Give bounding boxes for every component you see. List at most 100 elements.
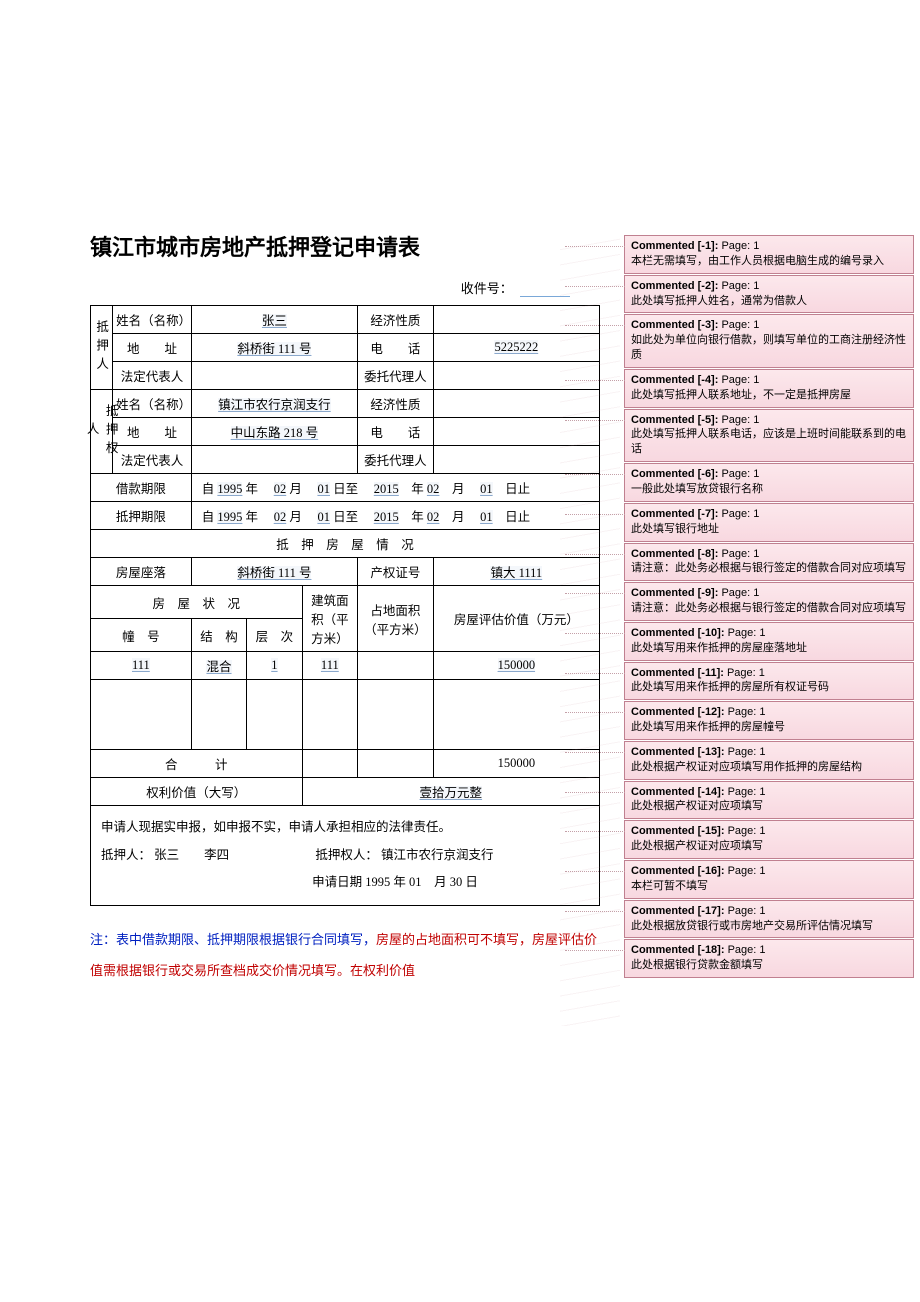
comment-page: Page: 1 <box>721 508 759 520</box>
t: 自 <box>202 482 215 496</box>
comment-text: 本栏可暂不填写 <box>631 880 708 892</box>
mp-y1[interactable]: 1995 <box>217 510 242 524</box>
comment-id: Commented [-3]: <box>631 319 718 331</box>
mp-m2[interactable]: 02 <box>427 510 440 524</box>
lbl-tel: 电 话 <box>358 334 434 362</box>
house-loc[interactable]: 斜桥街 111 号 <box>237 566 311 580</box>
comment-text: 此处根据银行贷款金额填写 <box>631 959 763 971</box>
comment-balloon[interactable]: Commented [-17]: Page: 1此处根据放贷银行或市房地产交易所… <box>624 900 914 939</box>
lbl-addr: 地 址 <box>113 334 192 362</box>
statement-cell: 申请人现据实申报，如申报不实，申请人承担相应的法律责任。 抵押人： 张三 李四 … <box>91 806 600 906</box>
t: 月 <box>452 510 465 524</box>
comment-page: Page: 1 <box>728 865 766 877</box>
t: 月 <box>434 875 447 889</box>
house-eval[interactable]: 150000 <box>498 658 536 672</box>
house-floors[interactable]: 1 <box>271 658 277 672</box>
mp-d2[interactable]: 01 <box>480 510 493 524</box>
comment-balloon[interactable]: Commented [-18]: Page: 1此处根据银行贷款金额填写 <box>624 939 914 978</box>
comment-balloon[interactable]: Commented [-8]: Page: 1请注意：此处务必根据与银行签定的借… <box>624 543 914 582</box>
comment-page: Page: 1 <box>721 374 759 386</box>
comment-id: Commented [-6]: <box>631 468 718 480</box>
mortgagee-addr[interactable]: 中山东路 218 号 <box>231 426 319 440</box>
comment-page: Page: 1 <box>727 667 765 679</box>
comment-id: Commented [-2]: <box>631 280 718 292</box>
comment-balloon[interactable]: Commented [-9]: Page: 1请注意：此处务必根据与银行签定的借… <box>624 582 914 621</box>
comment-balloon[interactable]: Commented [-2]: Page: 1此处填写抵押人姓名，通常为借款人 <box>624 275 914 314</box>
comment-text: 此处根据产权证对应项填写 <box>631 800 763 812</box>
receipt-blank[interactable] <box>520 296 570 297</box>
blank-row <box>91 680 600 750</box>
mortgagee-name[interactable]: 镇江市农行京润支行 <box>218 398 331 412</box>
comment-balloon[interactable]: Commented [-1]: Page: 1本栏无需填写，由工作人员根据电脑生… <box>624 235 914 274</box>
mp-y2[interactable]: 2015 <box>374 510 399 524</box>
mortgagor-header: 抵押人 <box>91 306 113 390</box>
comment-page: Page: 1 <box>728 944 766 956</box>
mortgagee-econ[interactable] <box>433 390 599 418</box>
mp-d1[interactable]: 01 <box>317 510 330 524</box>
loan-y1[interactable]: 1995 <box>217 482 242 496</box>
comment-page: Page: 1 <box>721 414 759 426</box>
t: 月 <box>289 482 302 496</box>
lbl-agent: 委托代理人 <box>358 362 434 390</box>
mp-m1[interactable]: 02 <box>274 510 287 524</box>
comment-page: Page: 1 <box>728 786 766 798</box>
comment-balloon[interactable]: Commented [-16]: Page: 1本栏可暂不填写 <box>624 860 914 899</box>
house-block[interactable]: 111 <box>132 658 150 672</box>
mortgagee-tel[interactable] <box>433 418 599 446</box>
mortgagor-agent[interactable] <box>433 362 599 390</box>
comments-pane: Commented [-1]: Page: 1本栏无需填写，由工作人员根据电脑生… <box>620 0 920 1026</box>
comment-page: Page: 1 <box>721 548 759 560</box>
comment-page: Page: 1 <box>728 825 766 837</box>
mortgagor-tel[interactable]: 5225222 <box>494 340 538 354</box>
comment-text: 此处填写用来作抵押的房屋座落地址 <box>631 642 807 654</box>
t: 自 <box>202 510 215 524</box>
ad-d: 30 <box>450 875 463 889</box>
comment-page: Page: 1 <box>728 627 766 639</box>
comment-balloon[interactable]: Commented [-10]: Page: 1此处填写用来作抵押的房屋座落地址 <box>624 622 914 661</box>
page-title: 镇江市城市房地产抵押登记申请表 <box>90 230 600 262</box>
house-cert[interactable]: 镇大 1111 <box>490 566 542 580</box>
comment-text: 此处根据放贷银行或市房地产交易所评估情况填写 <box>631 920 873 932</box>
comment-id: Commented [-5]: <box>631 414 718 426</box>
lbl-eval-value: 房屋评估价值（万元） <box>433 586 599 652</box>
mortgagor-legal[interactable] <box>191 362 357 390</box>
loan-m2[interactable]: 02 <box>427 482 440 496</box>
mortgagor-name[interactable]: 张三 <box>262 314 287 328</box>
comment-balloon[interactable]: Commented [-13]: Page: 1此处根据产权证对应项填写用作抵押… <box>624 741 914 780</box>
comment-text: 如此处为单位向银行借款，则填写单位的工商注册经济性质 <box>631 334 906 361</box>
comment-id: Commented [-9]: <box>631 587 718 599</box>
comment-balloon[interactable]: Commented [-5]: Page: 1此处填写抵押人联系电话，应该是上班… <box>624 409 914 463</box>
rv[interactable]: 壹拾万元整 <box>420 786 483 800</box>
t: 年 <box>246 510 259 524</box>
mortgagor-addr[interactable]: 斜桥街 111 号 <box>237 342 311 356</box>
comment-balloon[interactable]: Commented [-3]: Page: 1如此处为单位向银行借款，则填写单位… <box>624 314 914 368</box>
t: 日止 <box>505 510 530 524</box>
comment-balloon[interactable]: Commented [-4]: Page: 1此处填写抵押人联系地址，不一定是抵… <box>624 369 914 408</box>
mortgagee-agent[interactable] <box>433 446 599 474</box>
comment-balloon[interactable]: Commented [-14]: Page: 1此处根据产权证对应项填写 <box>624 781 914 820</box>
t: 日止 <box>505 482 530 496</box>
house-build-area[interactable]: 111 <box>321 658 339 672</box>
t: 年 <box>246 482 259 496</box>
comment-balloon[interactable]: Commented [-7]: Page: 1此处填写银行地址 <box>624 503 914 542</box>
comment-balloon[interactable]: Commented [-12]: Page: 1此处填写用来作抵押的房屋幢号 <box>624 701 914 740</box>
loan-y2[interactable]: 2015 <box>374 482 399 496</box>
right-value-cn: 壹拾万元整 <box>302 778 599 806</box>
loan-d2[interactable]: 01 <box>480 482 493 496</box>
comment-id: Commented [-8]: <box>631 548 718 560</box>
comment-balloon[interactable]: Commented [-15]: Page: 1 此处根据产权证对应项填写 <box>624 820 914 859</box>
loan-d1[interactable]: 01 <box>317 482 330 496</box>
loan-m1[interactable]: 02 <box>274 482 287 496</box>
comment-balloon[interactable]: Commented [-11]: Page: 1此处填写用来作抵押的房屋所有权证… <box>624 662 914 701</box>
t: 月 <box>452 482 465 496</box>
house-structure[interactable]: 混合 <box>206 660 231 674</box>
sig-mortgagor: 张三 李四 <box>154 848 229 862</box>
comment-text: 此处根据产权证对应项填写 <box>631 840 763 852</box>
lbl-loan-period: 借款期限 <box>91 474 192 502</box>
loan-period-cell: 自 1995 年 02 月 01 日至 2015 年 02 月 01 日止 <box>191 474 599 502</box>
comment-id: Commented [-15]: <box>631 825 725 837</box>
comment-balloon[interactable]: Commented [-6]: Page: 1一般此处填写放贷银行名称 <box>624 463 914 502</box>
ad-y: 1995 <box>365 875 390 889</box>
lbl-econ2: 经济性质 <box>358 390 434 418</box>
mortgagee-legal[interactable] <box>191 446 357 474</box>
